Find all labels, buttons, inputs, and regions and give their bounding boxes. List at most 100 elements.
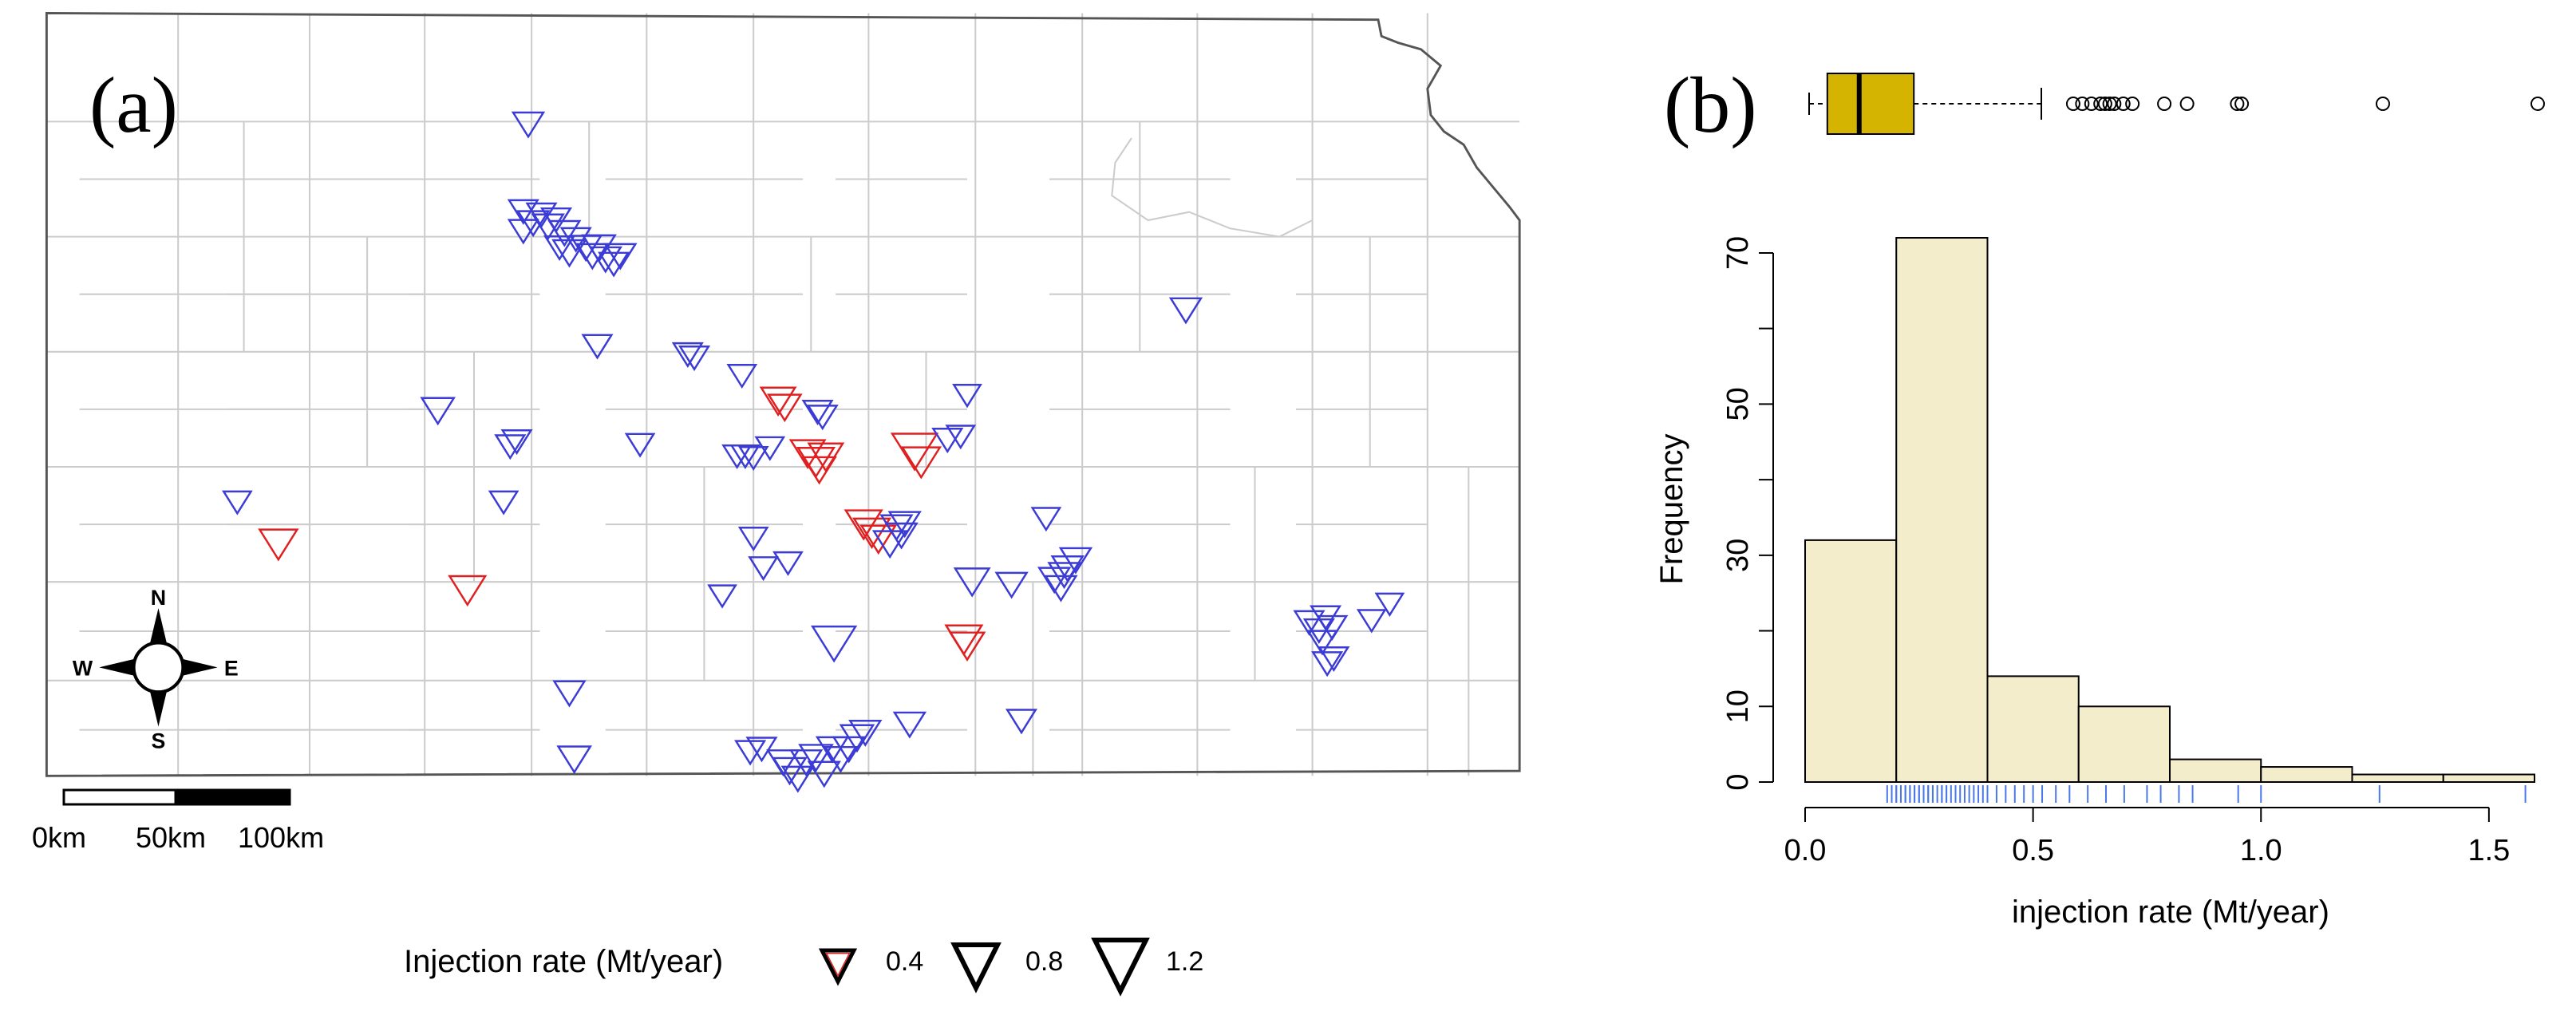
compass-circle bbox=[132, 641, 185, 694]
compass-label-s: S bbox=[152, 729, 166, 753]
well-marker bbox=[552, 680, 587, 708]
boxplot-outlier bbox=[2531, 97, 2545, 111]
well-marker bbox=[772, 756, 808, 786]
legend-title: Injection rate (Mt/year) bbox=[404, 944, 723, 979]
well-marker bbox=[547, 219, 582, 247]
compass-label-w: W bbox=[73, 657, 93, 681]
well-marker bbox=[726, 364, 758, 389]
histogram-bar bbox=[1804, 539, 1898, 784]
well-marker bbox=[767, 393, 803, 423]
well-marker bbox=[581, 334, 614, 360]
boxplot-outlier bbox=[2179, 97, 2195, 111]
well-marker bbox=[801, 456, 837, 485]
scale-label-100km: 100km bbox=[238, 821, 324, 854]
compass-label-e: E bbox=[224, 657, 239, 681]
x-tick-label: 0.0 bbox=[1784, 834, 1827, 867]
well-marker bbox=[624, 433, 656, 458]
panel-a-map: N S E W 0km 50km 100km (a) Injection rat… bbox=[32, 11, 1521, 997]
well-marker bbox=[1044, 575, 1078, 602]
well-marker bbox=[745, 737, 778, 763]
boxplot-outlier bbox=[2093, 97, 2108, 111]
well-marker bbox=[516, 210, 551, 238]
well-marker bbox=[948, 631, 986, 662]
legend-label-1.2: 1.2 bbox=[1166, 946, 1203, 977]
well-marker bbox=[1306, 630, 1339, 656]
boxplot-outlier bbox=[2116, 97, 2131, 111]
histogram-bar bbox=[2260, 766, 2353, 783]
compass-arrow-north bbox=[150, 608, 167, 643]
boxplot-outlier bbox=[2234, 97, 2250, 111]
well-marker bbox=[588, 246, 622, 274]
well-marker bbox=[598, 251, 630, 278]
well-marker bbox=[890, 433, 939, 472]
compass-label-n: N bbox=[151, 586, 166, 610]
well-marker bbox=[737, 527, 769, 551]
well-marker bbox=[678, 345, 711, 372]
boxplot-outlier bbox=[2157, 97, 2172, 111]
x-tick-label: 1.0 bbox=[2240, 834, 2282, 867]
x-axis-title: injection rate (Mt/year) bbox=[2012, 895, 2329, 930]
well-marker bbox=[531, 213, 565, 241]
well-marker bbox=[1293, 610, 1326, 636]
well-marker bbox=[707, 584, 737, 609]
well-marker bbox=[811, 625, 858, 663]
boxplot-outlier bbox=[2097, 97, 2112, 111]
well-marker bbox=[1310, 605, 1342, 631]
y-tick-label: 0 bbox=[1721, 773, 1755, 790]
scale-label-50km: 50km bbox=[136, 821, 206, 854]
boxplot-outlier bbox=[2107, 97, 2122, 111]
well-marker bbox=[892, 711, 927, 739]
well-marker bbox=[488, 490, 520, 516]
well-marker bbox=[1316, 614, 1349, 641]
well-marker bbox=[807, 760, 841, 788]
well-marker bbox=[543, 235, 576, 262]
histogram-bar bbox=[2077, 705, 2171, 783]
well-marker bbox=[944, 624, 984, 656]
histogram-bar bbox=[2351, 773, 2444, 783]
boxplot-box bbox=[1826, 73, 1915, 135]
well-marker bbox=[851, 517, 892, 549]
x-tick-label: 1.5 bbox=[2467, 834, 2510, 867]
well-marker bbox=[729, 444, 761, 469]
y-axis-title: Frequency bbox=[1654, 434, 1689, 585]
well-marker bbox=[603, 243, 638, 271]
panel-b-histogram: (b) 0.0 0.5 1.0 1.5 0 10 30 50 70 injection rat… bbox=[1654, 61, 2545, 930]
well-marker bbox=[815, 736, 850, 764]
well-marker bbox=[952, 384, 982, 409]
well-marker bbox=[1005, 709, 1038, 735]
well-marker bbox=[806, 405, 839, 431]
well-marker bbox=[1311, 651, 1344, 677]
panel-label-a: (a) bbox=[89, 61, 178, 149]
compass-rose: N S E W bbox=[73, 586, 239, 753]
well-marker bbox=[772, 551, 804, 576]
state-border bbox=[45, 11, 1521, 777]
y-tick-label: 50 bbox=[1721, 387, 1755, 421]
legend-symbol-0.4 bbox=[818, 948, 858, 986]
well-marker bbox=[848, 719, 883, 747]
histogram-bar bbox=[2442, 773, 2535, 783]
scale-label-0km: 0km bbox=[32, 821, 86, 854]
well-marker bbox=[556, 745, 592, 774]
well-marker bbox=[801, 399, 834, 426]
histogram-bar bbox=[1895, 237, 1989, 783]
histogram-bar bbox=[1986, 675, 2080, 784]
well-marker bbox=[994, 571, 1029, 599]
well-marker bbox=[258, 528, 299, 562]
well-marker bbox=[671, 342, 704, 368]
x-axis: 0.0 0.5 1.0 1.5 bbox=[1784, 807, 2510, 867]
x-tick-label: 0.5 bbox=[2012, 834, 2054, 867]
well-marker bbox=[945, 425, 977, 450]
panel-label-b: (b) bbox=[1664, 61, 1757, 149]
well-marker bbox=[798, 744, 834, 772]
legend-label-0.4: 0.4 bbox=[886, 946, 923, 977]
boxplot-outlier bbox=[2065, 97, 2080, 111]
well-marker bbox=[539, 207, 573, 234]
scale-bar-white-segment bbox=[62, 788, 177, 806]
well-marker bbox=[754, 436, 786, 461]
boxplot-outlier bbox=[2230, 97, 2245, 111]
well-marker bbox=[575, 243, 610, 271]
well-marker bbox=[1037, 567, 1072, 595]
well-marker bbox=[871, 530, 908, 559]
boxplot-outlier bbox=[2084, 97, 2099, 111]
